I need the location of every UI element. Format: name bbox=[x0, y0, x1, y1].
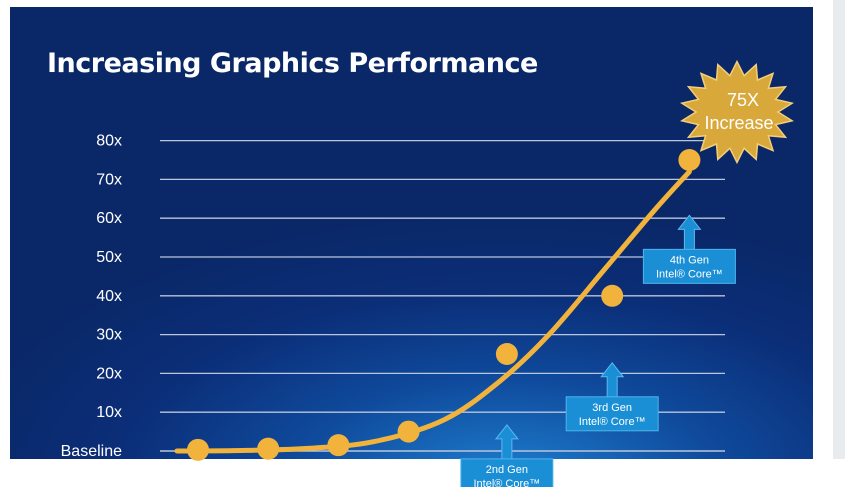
data-points bbox=[187, 149, 701, 461]
x-tick-label: 2008 bbox=[319, 463, 357, 482]
increase-badge: 75X Increase bbox=[679, 59, 795, 165]
data-point bbox=[601, 284, 624, 307]
bottom-margin bbox=[0, 459, 845, 487]
callout-box bbox=[565, 396, 659, 432]
callout-box bbox=[460, 458, 554, 487]
y-tick-label: 40x bbox=[96, 288, 122, 305]
y-tick-label: 80x bbox=[96, 133, 122, 150]
data-point bbox=[257, 437, 280, 460]
chart-title: Increasing Graphics Performance bbox=[47, 48, 538, 79]
badge-line1: 75X bbox=[727, 90, 759, 110]
starburst-shape bbox=[679, 59, 795, 165]
callout-line1: 4th Gen bbox=[670, 254, 709, 266]
y-axis-ticks: Baseline 10x 20x 30x 40x 50x 60x 70x 80x bbox=[61, 133, 122, 460]
y-tick-label: 30x bbox=[96, 327, 122, 344]
page-edge-strip bbox=[833, 0, 845, 487]
callout-label: 3rd Gen Intel® Core™ bbox=[565, 361, 659, 432]
x-tick-label: 2013 bbox=[670, 463, 708, 482]
x-tick-label: 2012 bbox=[600, 463, 638, 482]
callout-arrow bbox=[600, 361, 625, 406]
callout-line2: Intel® Core™ bbox=[579, 416, 646, 428]
callout-label: 4th Gen Intel® Core™ bbox=[642, 214, 736, 284]
y-tick-label: 70x bbox=[96, 171, 122, 188]
callout-line1: 2nd Gen bbox=[486, 464, 528, 476]
callout-arrow bbox=[494, 424, 519, 468]
y-tick-label: 50x bbox=[96, 249, 122, 266]
callout-box bbox=[642, 248, 736, 284]
x-tick-label: 2006 bbox=[179, 463, 217, 482]
y-tick-label: 60x bbox=[96, 210, 122, 227]
callout-line1: 3rd Gen bbox=[592, 402, 632, 414]
callout-label: 2nd Gen Intel® Core™ bbox=[460, 424, 554, 487]
x-tick-label: 2007 bbox=[249, 463, 287, 482]
data-point bbox=[187, 438, 209, 461]
x-axis-ticks: 20062007200820092010201120122013 bbox=[179, 463, 708, 482]
callout-line2: Intel® Core™ bbox=[473, 478, 540, 487]
data-point bbox=[327, 434, 350, 457]
data-point bbox=[495, 343, 518, 365]
y-tick-label: Baseline bbox=[61, 443, 122, 460]
slide-background bbox=[10, 7, 813, 459]
callout-arrow bbox=[677, 214, 702, 258]
callout-line2: Intel® Core™ bbox=[656, 268, 723, 280]
badge-line2: Increase bbox=[704, 113, 773, 133]
x-tick-label: 2009 bbox=[390, 463, 428, 482]
data-point bbox=[397, 420, 420, 443]
y-tick-label: 20x bbox=[96, 365, 122, 382]
data-point bbox=[678, 149, 701, 171]
gridlines bbox=[160, 139, 725, 452]
y-tick-label: 10x bbox=[96, 404, 122, 421]
